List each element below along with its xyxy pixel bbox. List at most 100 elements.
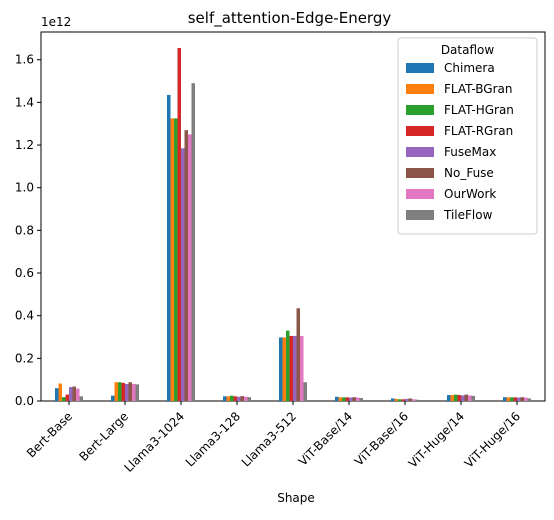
bar [503, 397, 507, 401]
y-axis: 0.0 0.2 0.4 0.6 0.8 1.0 1.2 1.4 1.6 [15, 53, 41, 408]
bar [520, 397, 524, 401]
x-tick-label: ViT-Base/16 [352, 409, 411, 468]
legend-swatch [406, 63, 434, 73]
bar [338, 397, 342, 401]
bar [226, 396, 230, 401]
bar [527, 398, 531, 401]
y-tick-label: 1.4 [15, 95, 34, 109]
bar [125, 383, 129, 401]
legend-label: Chimera [444, 61, 495, 75]
bar [405, 398, 409, 401]
bar [111, 395, 115, 401]
bar [447, 395, 451, 401]
bar [177, 48, 181, 401]
bar [345, 397, 349, 401]
legend-label: FLAT-RGran [444, 124, 513, 138]
legend-swatch [406, 210, 434, 220]
x-axis: Bert-Base Bert-LargeLlama3-1024Llama3-128… [24, 401, 523, 475]
bar [174, 118, 178, 401]
bar [72, 386, 76, 401]
chart-title: self_attention-Edge-Energy [188, 9, 392, 28]
bar [513, 397, 517, 401]
bar [69, 387, 73, 401]
x-tick-label: ViT-Base/14 [296, 409, 355, 468]
bar [247, 397, 251, 401]
legend-swatch [406, 84, 434, 94]
bar [65, 394, 69, 401]
bar [58, 383, 62, 401]
y-offset-text: 1e12 [41, 15, 71, 29]
bar [132, 383, 136, 401]
x-axis-label: Shape [277, 491, 315, 505]
bar [356, 397, 360, 401]
legend-label: FLAT-HGran [444, 103, 514, 117]
legend-label: TileFlow [443, 208, 493, 222]
legend-label: FLAT-BGran [444, 82, 512, 96]
y-tick-label: 1.0 [15, 181, 34, 195]
bar [282, 337, 286, 401]
bar [55, 388, 59, 401]
bar [181, 148, 185, 401]
x-tick-label: ViT-Huge/14 [406, 409, 467, 470]
y-tick-label: 1.6 [15, 53, 34, 67]
bar [128, 382, 132, 401]
legend-title: Dataflow [441, 43, 495, 57]
bar [394, 398, 398, 401]
bar [391, 398, 395, 401]
bar [188, 134, 192, 401]
bar [524, 397, 528, 401]
bar [62, 397, 66, 401]
bar [191, 83, 195, 401]
bar [121, 382, 125, 401]
bar [461, 395, 465, 401]
bar [237, 396, 241, 401]
x-tick-label: Llama3-128 [183, 409, 243, 469]
legend-swatch [406, 189, 434, 199]
bar [450, 395, 454, 401]
legend-swatch [406, 168, 434, 178]
legend-label: FuseMax [444, 145, 496, 159]
bar [408, 398, 412, 401]
legend: Dataflow Chimera FLAT-BGran FLAT-HGran FLAT-… [397, 37, 538, 235]
legend-swatch [406, 147, 434, 157]
bar [352, 397, 356, 401]
bar [349, 397, 353, 401]
x-tick-label: Llama3-1024 [121, 409, 187, 475]
x-tick-label: Llama3-512 [239, 409, 299, 469]
bars-group [55, 48, 531, 402]
bar [293, 335, 297, 401]
bar [359, 398, 363, 401]
bar [170, 118, 174, 401]
bar [114, 382, 118, 401]
bar [468, 395, 472, 401]
bar [454, 394, 458, 401]
legend-swatch [406, 105, 434, 115]
bar [398, 399, 402, 401]
legend-label: No_Fuse [444, 166, 494, 180]
bar [401, 399, 405, 401]
y-tick-label: 0.4 [15, 309, 34, 323]
bar [167, 94, 171, 402]
bar [240, 396, 244, 401]
bar [510, 397, 514, 401]
y-tick-label: 0.8 [15, 223, 34, 237]
bar [506, 397, 510, 401]
y-tick-label: 0.2 [15, 351, 34, 365]
bar [289, 335, 293, 401]
bar [342, 397, 346, 401]
x-tick-label: Bert-Large [76, 409, 131, 464]
bar [457, 395, 461, 401]
bar [464, 394, 468, 401]
bar [79, 396, 83, 401]
bar [184, 130, 188, 401]
bar [233, 396, 237, 401]
y-tick-label: 1.2 [15, 138, 34, 152]
bar [300, 335, 304, 401]
bar [517, 397, 521, 401]
bar [412, 399, 416, 401]
bar [244, 396, 248, 401]
bar [118, 382, 122, 401]
bar [135, 384, 139, 401]
